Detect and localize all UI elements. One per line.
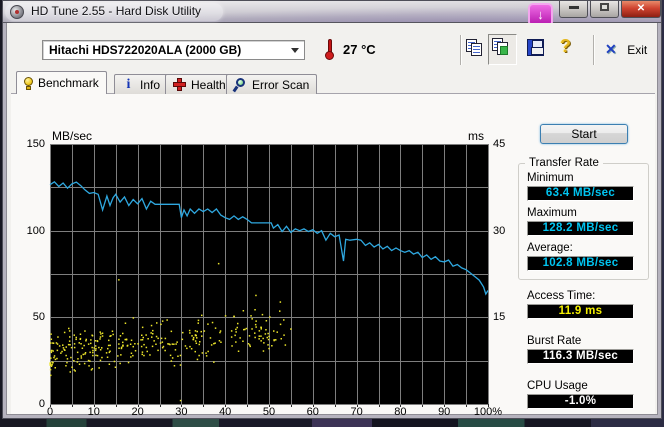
benchmark-icon	[24, 76, 33, 90]
access-time-value: 11.9 ms	[527, 304, 634, 319]
maximum-value: 128.2 MB/sec	[527, 221, 634, 236]
tab-health-label: Health	[191, 77, 226, 92]
exit-x-icon: ✕	[605, 41, 617, 57]
y-tick-label-right: 30	[493, 224, 506, 237]
thermometer-icon	[324, 39, 336, 61]
minimum-value: 63.4 MB/sec	[527, 186, 634, 201]
y-tick-label-right: 45	[493, 138, 506, 150]
transfer-rate-line	[49, 180, 489, 296]
info-icon: i	[126, 77, 131, 92]
minimum-label: Minimum	[527, 172, 574, 184]
cpu-usage-label: CPU Usage	[527, 380, 588, 392]
y-tick-label-left: 100	[26, 224, 45, 237]
average-value: 102.8 MB/sec	[527, 256, 634, 271]
tab-info[interactable]: i Info	[114, 74, 169, 94]
title-capsule	[5, 3, 223, 21]
x-tick-label: 0	[46, 406, 54, 418]
copy-text-icon[interactable]	[466, 39, 488, 61]
y-tick-label-right: 15	[493, 311, 506, 324]
tab-health[interactable]: Health	[165, 74, 234, 94]
drive-select-combobox[interactable]: Hitachi HDS722020ALA (2000 GB)	[42, 40, 305, 60]
tab-error-scan[interactable]: Error Scan	[226, 74, 318, 94]
x-tick-label: 80	[394, 406, 407, 418]
title-bar[interactable]: HD Tune 2.55 - Hard Disk Utility ↓ ✕	[3, 1, 661, 27]
maximum-label: Maximum	[527, 207, 577, 219]
transfer-rate-group-title: Transfer Rate	[525, 157, 603, 169]
tab-info-label: Info	[140, 77, 161, 92]
x-tick-label: 50	[262, 406, 276, 418]
toolbar-separator	[593, 35, 594, 65]
exit-button[interactable]: ✕ Exit	[605, 41, 647, 59]
maximize-button[interactable]	[590, 1, 619, 18]
x-tick-label: 90	[438, 406, 451, 418]
toolbar-separator	[460, 35, 461, 65]
health-icon	[173, 78, 186, 91]
copy-screenshot-button[interactable]	[488, 34, 517, 65]
save-icon[interactable]	[527, 39, 549, 61]
tab-strip-line	[11, 93, 655, 94]
x-tick-label: 10	[87, 406, 100, 418]
cpu-usage-value: -1.0%	[527, 394, 634, 409]
help-icon[interactable]: ?	[560, 36, 571, 56]
tab-benchmark-label: Benchmark	[38, 76, 99, 90]
minimize-button[interactable]	[559, 1, 588, 18]
close-button[interactable]: ✕	[621, 1, 661, 18]
error-scan-icon	[232, 78, 247, 93]
x-tick-label: 70	[350, 406, 363, 418]
benchmark-chart	[49, 144, 489, 407]
access-time-label: Access Time:	[527, 290, 596, 302]
client-area: Hitachi HDS722020ALA (2000 GB) 27 °C ? ✕	[6, 23, 658, 418]
tab-benchmark[interactable]: Benchmark	[16, 71, 107, 94]
drive-select-value: Hitachi HDS722020ALA (2000 GB)	[49, 43, 242, 57]
average-label: Average:	[527, 242, 573, 254]
x-tick-label: 40	[219, 406, 232, 418]
start-button[interactable]: Start	[540, 124, 628, 144]
access-time-dots	[49, 262, 292, 402]
copy-screenshot-icon	[492, 38, 514, 60]
tab-error-scan-label: Error Scan	[252, 77, 310, 92]
y-axis-left-unit: MB/sec	[52, 129, 93, 143]
temperature-value: 27 °C	[343, 42, 376, 57]
window-title: HD Tune 2.55 - Hard Disk Utility	[31, 4, 202, 18]
app-icon	[10, 5, 24, 19]
app-window: HD Tune 2.55 - Hard Disk Utility ↓ ✕ Hit…	[2, 0, 662, 419]
burst-rate-label: Burst Rate	[527, 335, 582, 347]
x-tick-label: 100%	[473, 406, 503, 418]
x-tick-label: 20	[131, 406, 144, 418]
y-tick-label-left: 0	[38, 398, 45, 410]
x-tick-label: 30	[175, 406, 188, 418]
chevron-down-icon[interactable]	[291, 48, 299, 53]
y-tick-label-left: 50	[32, 311, 45, 324]
exit-label: Exit	[627, 43, 648, 57]
y-axis-right-unit: ms	[468, 129, 484, 143]
benchmark-page: MB/sec ms 150 100 50 0 45 30 15 0 10 20 30 40 50 60…	[11, 94, 655, 418]
burst-rate-value: 116.3 MB/sec	[527, 349, 634, 364]
x-tick-label: 60	[306, 406, 319, 418]
benchmark-chart-plot	[49, 144, 489, 407]
y-tick-label-left: 150	[26, 138, 45, 150]
